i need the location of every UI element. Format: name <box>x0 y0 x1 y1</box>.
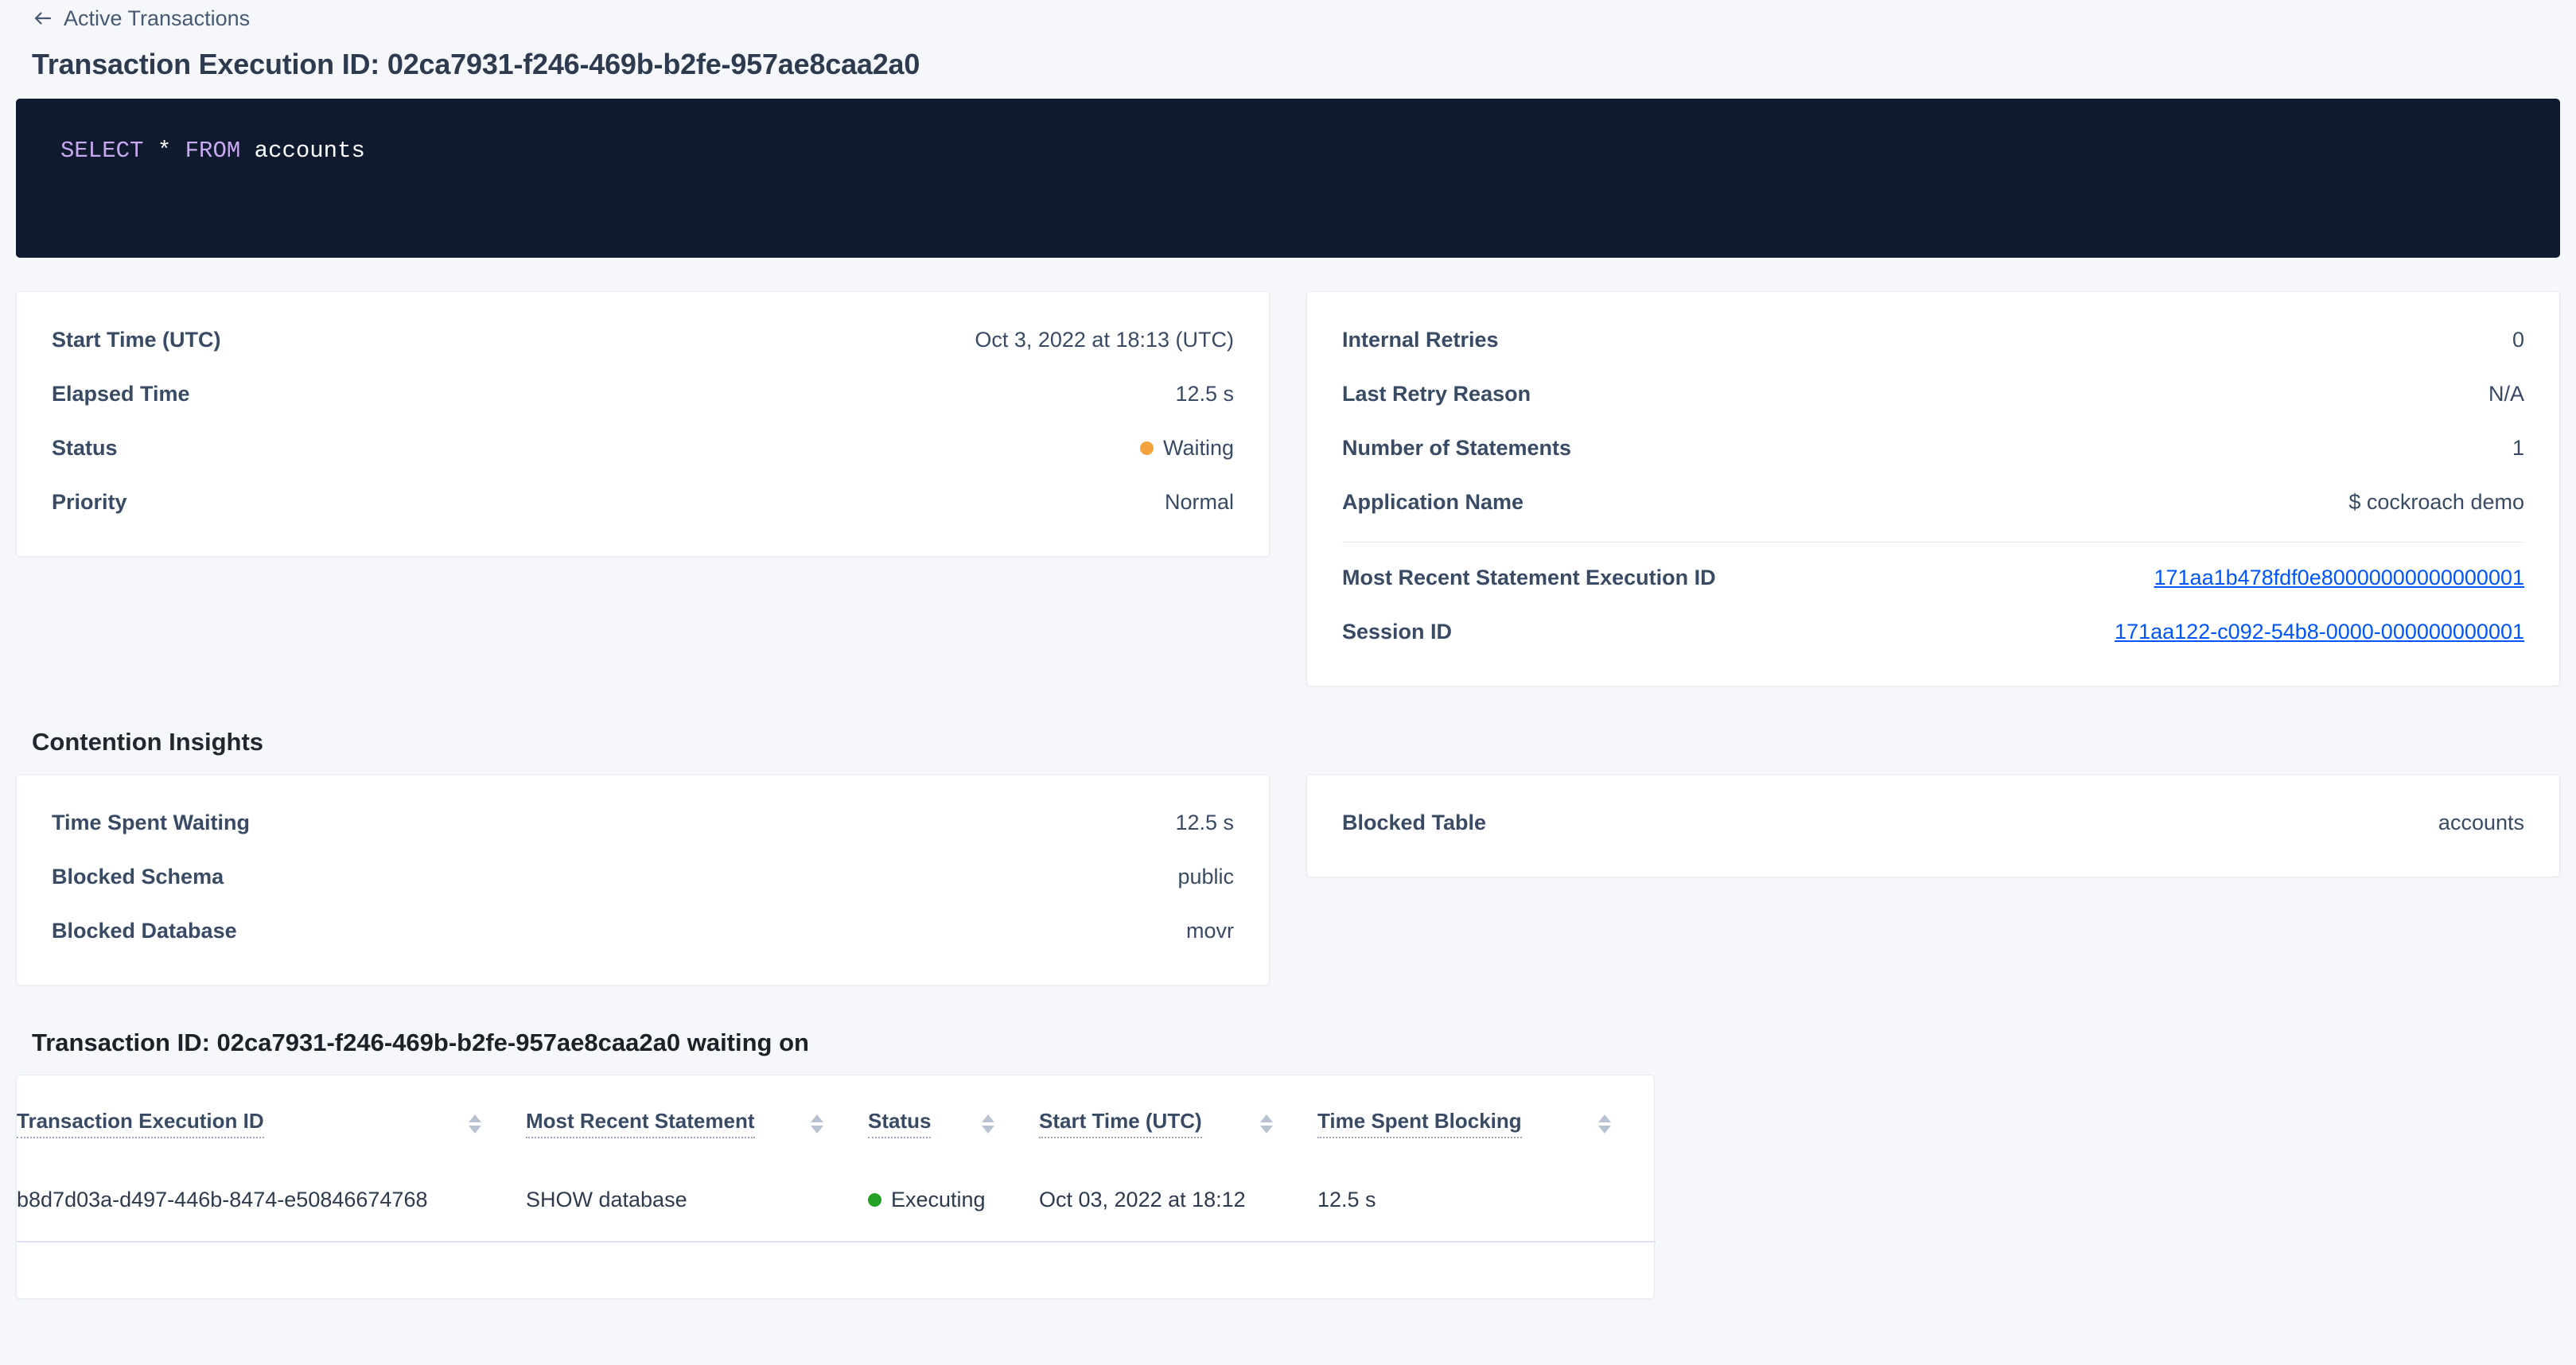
overview-right-column: Internal Retries 0 Last Retry Reason N/A… <box>1306 291 2560 686</box>
kv-value-blocked-table: accounts <box>2438 810 2524 834</box>
column-label-most-recent-statement: Most Recent Statement <box>526 1109 755 1138</box>
kv-label-number-of-statements: Number of Statements <box>1342 435 1572 460</box>
contention-cards-row: Time Spent Waiting 12.5 s Blocked Schema… <box>16 774 2560 986</box>
kv-value-time-spent-waiting: 12.5 s <box>1175 810 1234 834</box>
cell-transaction-execution-id: b8d7d03a-d497-446b-8474-e50846674768 <box>17 1159 526 1242</box>
kv-row-session-id: Session ID 171aa122-c092-54b8-0000-00000… <box>1342 605 2524 659</box>
column-header-time-spent-blocking[interactable]: Time Spent Blocking <box>1317 1075 1656 1159</box>
kv-row-blocked-database: Blocked Database movr <box>52 904 1234 958</box>
link-most-recent-statement-execution-id[interactable]: 171aa1b478fdf0e80000000000000001 <box>2154 565 2525 589</box>
kv-value-last-retry-reason: N/A <box>2488 381 2524 406</box>
back-link-label: Active Transactions <box>64 6 251 30</box>
column-label-status: Status <box>868 1109 932 1138</box>
kv-value-start-time: Oct 3, 2022 at 18:13 (UTC) <box>975 327 1234 352</box>
transaction-summary-card: Start Time (UTC) Oct 3, 2022 at 18:13 (U… <box>16 291 1270 557</box>
column-label-transaction-execution-id: Transaction Execution ID <box>17 1109 264 1138</box>
kv-label-elapsed-time: Elapsed Time <box>52 381 190 406</box>
column-label-time-spent-blocking: Time Spent Blocking <box>1317 1109 1522 1138</box>
kv-row-start-time: Start Time (UTC) Oct 3, 2022 at 18:13 (U… <box>52 313 1234 367</box>
sort-updown-icon[interactable] <box>469 1114 481 1134</box>
kv-value-blocked-database: movr <box>1186 918 1234 943</box>
status-badge: Waiting <box>1162 435 1234 460</box>
kv-label-blocked-schema: Blocked Schema <box>52 864 224 889</box>
sql-statement-text: SELECT * FROM accounts <box>60 135 2516 168</box>
column-label-start-time: Start Time (UTC) <box>1039 1109 1202 1138</box>
kv-label-blocked-table: Blocked Table <box>1342 810 1487 834</box>
table-row[interactable]: b8d7d03a-d497-446b-8474-e50846674768 SHO… <box>17 1159 1656 1242</box>
page-title: Transaction Execution ID: 02ca7931-f246-… <box>32 48 920 80</box>
sql-keyword-from: FROM <box>185 138 241 164</box>
sort-updown-icon[interactable] <box>1260 1114 1273 1134</box>
kv-label-time-spent-waiting: Time Spent Waiting <box>52 810 251 834</box>
kv-label-internal-retries: Internal Retries <box>1342 327 1499 352</box>
status-dot-executing-icon <box>868 1193 881 1207</box>
column-header-most-recent-statement[interactable]: Most Recent Statement <box>526 1075 868 1159</box>
kv-row-time-spent-waiting: Time Spent Waiting 12.5 s <box>52 795 1234 850</box>
kv-label-application-name: Application Name <box>1342 489 1524 514</box>
kv-value-application-name: $ cockroach demo <box>2348 489 2524 514</box>
sql-keyword-select: SELECT <box>60 138 144 164</box>
back-to-active-transactions-link[interactable]: Active Transactions <box>16 0 250 37</box>
kv-value-priority: Normal <box>1164 489 1234 514</box>
cell-start-time: Oct 03, 2022 at 18:12 <box>1039 1159 1317 1242</box>
overview-left-column: Start Time (UTC) Oct 3, 2022 at 18:13 (U… <box>16 291 1270 686</box>
kv-label-most-recent-statement-execution-id: Most Recent Statement Execution ID <box>1342 565 1716 589</box>
waiting-on-table-heading: Transaction ID: 02ca7931-f246-469b-b2fe-… <box>32 1029 809 1056</box>
kv-value-status: Waiting <box>1139 435 1234 461</box>
waiting-on-table-card: Transaction Execution ID Most Recent Sta… <box>16 1075 1656 1299</box>
kv-row-priority: Priority Normal <box>52 475 1234 529</box>
contention-right-column: Blocked Table accounts <box>1306 774 2560 986</box>
kv-row-last-retry-reason: Last Retry Reason N/A <box>1342 367 2524 421</box>
kv-row-blocked-schema: Blocked Schema public <box>52 850 1234 904</box>
arrow-left-icon <box>32 8 53 29</box>
link-session-id[interactable]: 171aa122-c092-54b8-0000-000000000001 <box>2115 619 2524 644</box>
kv-value-elapsed-time: 12.5 s <box>1175 381 1234 406</box>
cell-most-recent-statement: SHOW database <box>526 1159 868 1242</box>
sql-star-operator: * <box>157 138 172 164</box>
sort-updown-icon[interactable] <box>1598 1114 1611 1134</box>
waiting-on-table: Transaction Execution ID Most Recent Sta… <box>17 1075 1656 1242</box>
kv-label-status: Status <box>52 435 118 460</box>
cell-time-spent-blocking: 12.5 s <box>1317 1159 1656 1242</box>
kv-label-start-time: Start Time (UTC) <box>52 327 221 352</box>
kv-label-session-id: Session ID <box>1342 619 1453 644</box>
kv-row-elapsed-time: Elapsed Time 12.5 s <box>52 367 1234 421</box>
table-body: b8d7d03a-d497-446b-8474-e50846674768 SHO… <box>17 1159 1656 1242</box>
column-header-status[interactable]: Status <box>868 1075 1039 1159</box>
kv-row-most-recent-statement-execution-id: Most Recent Statement Execution ID 171aa… <box>1342 550 2524 605</box>
kv-row-application-name: Application Name $ cockroach demo <box>1342 475 2524 529</box>
overview-cards-row: Start Time (UTC) Oct 3, 2022 at 18:13 (U… <box>16 291 2560 686</box>
sql-table-identifier: accounts <box>254 138 365 164</box>
contention-details-card: Time Spent Waiting 12.5 s Blocked Schema… <box>16 774 1270 986</box>
transaction-execution-card: Internal Retries 0 Last Retry Reason N/A… <box>1306 291 2560 686</box>
kv-label-priority: Priority <box>52 489 127 514</box>
kv-label-last-retry-reason: Last Retry Reason <box>1342 381 1531 406</box>
kv-row-blocked-table: Blocked Table accounts <box>1342 795 2524 850</box>
cell-status: Executing <box>868 1159 1039 1242</box>
kv-row-status: Status Waiting <box>52 421 1234 475</box>
table-header: Transaction Execution ID Most Recent Sta… <box>17 1075 1656 1159</box>
sort-updown-icon[interactable] <box>982 1114 994 1134</box>
blocked-table-card: Blocked Table accounts <box>1306 774 2560 877</box>
kv-value-number-of-statements: 1 <box>2512 435 2524 460</box>
sort-updown-icon[interactable] <box>811 1114 823 1134</box>
status-dot-waiting-icon <box>1139 441 1154 455</box>
kv-value-internal-retries: 0 <box>2512 327 2524 352</box>
kv-label-blocked-database: Blocked Database <box>52 918 237 943</box>
kv-value-blocked-schema: public <box>1177 864 1234 889</box>
contention-left-column: Time Spent Waiting 12.5 s Blocked Schema… <box>16 774 1270 986</box>
column-header-start-time[interactable]: Start Time (UTC) <box>1039 1075 1317 1159</box>
column-header-transaction-execution-id[interactable]: Transaction Execution ID <box>17 1075 526 1159</box>
kv-row-internal-retries: Internal Retries 0 <box>1342 313 2524 367</box>
cell-status-label: Executing <box>891 1188 986 1211</box>
sql-statement-panel: SELECT * FROM accounts <box>16 99 2560 258</box>
table-header-row: Transaction Execution ID Most Recent Sta… <box>17 1075 1656 1159</box>
contention-insights-heading: Contention Insights <box>32 728 264 756</box>
kv-row-number-of-statements: Number of Statements 1 <box>1342 421 2524 475</box>
